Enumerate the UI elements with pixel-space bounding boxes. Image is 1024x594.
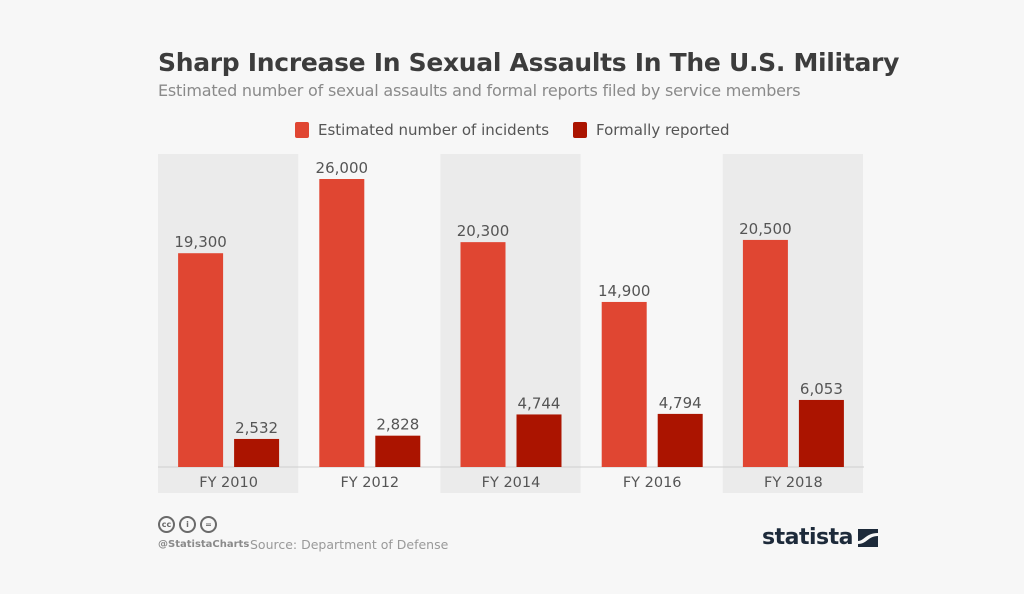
- cc-icon: cc: [158, 516, 175, 533]
- data-label: 6,053: [800, 380, 843, 398]
- data-label: 19,300: [174, 233, 227, 251]
- bar: [657, 413, 703, 467]
- x-tick-label: FY 2014: [482, 475, 541, 491]
- bar: [178, 253, 224, 467]
- attribution-icon: i: [179, 516, 196, 533]
- data-label: 4,744: [518, 394, 561, 412]
- statista-logo-text: statista: [762, 525, 853, 550]
- bar: [375, 435, 421, 467]
- bar: [319, 179, 365, 467]
- bar: [516, 414, 562, 467]
- legend: Estimated number of incidents Formally r…: [0, 121, 1024, 143]
- no-derivatives-icon: =: [200, 516, 217, 533]
- statista-logo-icon: [857, 528, 878, 547]
- bar: [234, 438, 280, 467]
- x-tick-label: FY 2010: [199, 475, 258, 491]
- x-tick-label: FY 2018: [764, 475, 823, 491]
- statista-handle: @StatistaCharts: [158, 539, 250, 550]
- legend-swatch-reported: [573, 122, 587, 138]
- bar: [742, 239, 788, 467]
- legend-item-reported: Formally reported: [573, 121, 730, 139]
- bar: [460, 242, 506, 467]
- data-label: 14,900: [598, 282, 651, 300]
- chart-subtitle: Estimated number of sexual assaults and …: [158, 81, 801, 100]
- chart-title: Sharp Increase In Sexual Assaults In The…: [158, 48, 900, 77]
- legend-swatch-incidents: [295, 122, 309, 138]
- x-tick-label: FY 2016: [623, 475, 682, 491]
- data-label: 2,828: [376, 416, 419, 434]
- statista-logo: statista: [762, 525, 878, 550]
- bar: [798, 399, 844, 467]
- legend-label-reported: Formally reported: [596, 121, 730, 139]
- data-label: 2,532: [235, 419, 278, 437]
- data-label: 4,794: [659, 394, 702, 412]
- source-text: Source: Department of Defense: [250, 537, 449, 552]
- data-label: 26,000: [316, 159, 369, 177]
- data-label: 20,300: [457, 222, 510, 240]
- legend-item-incidents: Estimated number of incidents: [295, 121, 549, 139]
- data-label: 20,500: [739, 220, 792, 238]
- x-tick-label: FY 2012: [340, 475, 399, 491]
- bar: [601, 301, 647, 467]
- license-icons: cc i =: [158, 516, 217, 533]
- legend-label-incidents: Estimated number of incidents: [318, 121, 550, 139]
